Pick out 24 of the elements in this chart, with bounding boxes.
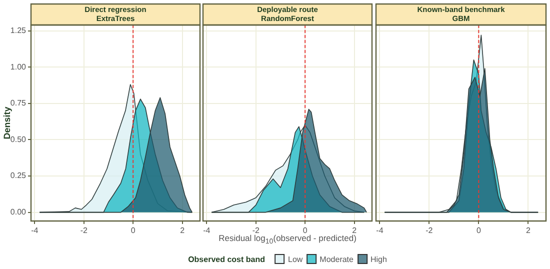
- x-tick-label: -4: [203, 226, 211, 236]
- legend-label: High: [370, 254, 387, 264]
- x-tick-label: 0: [476, 226, 482, 236]
- x-axis-title: Residual log$_{10}$(observed - predicted): [218, 233, 356, 246]
- x-tick-label: 0: [130, 226, 136, 236]
- legend-label: Moderate: [320, 254, 354, 264]
- x-tick-label: 2: [180, 226, 186, 236]
- x-tick-label: 2: [526, 226, 531, 236]
- x-tick-label: 2: [352, 226, 358, 236]
- x-tick-label: -2: [252, 226, 260, 236]
- y-tick-label: 0.50: [10, 134, 27, 144]
- x-tick-label: -4: [31, 226, 39, 236]
- y-axis-title: Density: [2, 106, 12, 140]
- legend-title: Observed cost band: [188, 254, 265, 264]
- y-tick-label: 0.00: [10, 207, 27, 216]
- y-tick-label: 0.75: [10, 98, 27, 108]
- x-tick-label: -4: [376, 226, 384, 236]
- legend-label: Low: [288, 254, 303, 264]
- y-tick-label: 0.25: [10, 171, 27, 180]
- x-tick-label: -2: [80, 226, 88, 236]
- x-tick-label: -2: [426, 226, 434, 236]
- x-tick-label: 0: [302, 226, 308, 236]
- y-tick-label: 1.00: [10, 62, 27, 72]
- y-tick-label: 1.25: [10, 26, 27, 36]
